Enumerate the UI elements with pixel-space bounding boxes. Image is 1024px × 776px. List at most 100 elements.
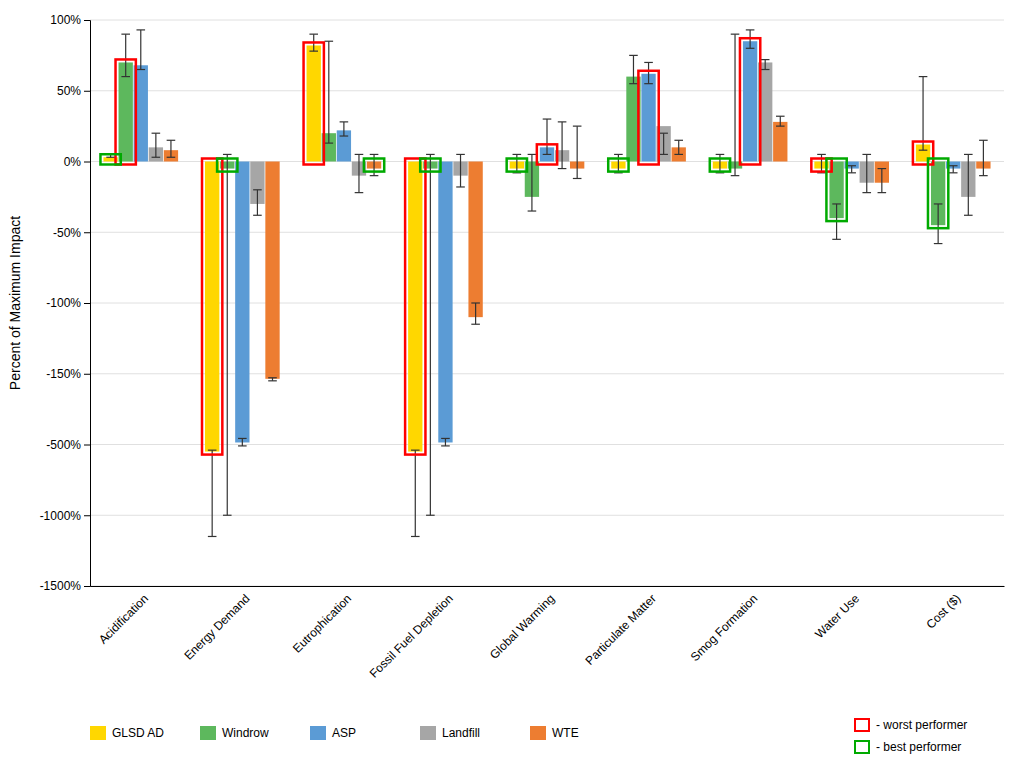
bar (307, 45, 321, 161)
highlight-outline (420, 159, 440, 172)
legend-label: - worst performer (876, 718, 967, 732)
grid-line (90, 515, 1004, 516)
error-bar (531, 154, 532, 211)
error-bar (415, 450, 416, 536)
error-cap (238, 438, 247, 439)
error-bar (866, 154, 867, 192)
y-tick-mark (84, 232, 90, 233)
y-tick: -50% (53, 226, 90, 240)
error-cap (325, 143, 334, 144)
error-cap (674, 154, 683, 155)
error-cap (136, 29, 145, 30)
error-cap (862, 154, 871, 155)
y-axis-title: Percent of Maximum Impact (7, 216, 23, 390)
error-cap (426, 515, 435, 516)
bar (119, 62, 133, 161)
error-bar (881, 169, 882, 193)
error-cap (629, 55, 638, 56)
highlight-outline (116, 59, 136, 164)
y-tick-label: 50% (57, 84, 81, 98)
error-bar (633, 55, 634, 83)
error-cap (208, 450, 217, 451)
y-tick-mark (84, 445, 90, 446)
error-bar (475, 303, 476, 324)
error-bar (618, 154, 619, 172)
error-cap (573, 178, 582, 179)
legend-label: Windrow (222, 726, 269, 740)
y-tick-label: -100% (46, 296, 81, 310)
highlight (116, 38, 934, 454)
error-bar (968, 154, 969, 215)
error-cap (934, 243, 943, 244)
error-cap (847, 172, 856, 173)
error-cap (776, 116, 785, 117)
error-bar (212, 450, 213, 536)
error-cap (761, 59, 770, 60)
marks (100, 30, 990, 537)
error-cap (761, 69, 770, 70)
error-cap (979, 140, 988, 141)
legend-label: - best performer (876, 740, 961, 754)
error-cap (949, 165, 958, 166)
highlight-outline (638, 71, 658, 165)
error-cap (964, 215, 973, 216)
error-bars (106, 34, 927, 536)
bar (235, 162, 249, 443)
highlight-outline (100, 154, 120, 164)
x-tick-label: Acidification (96, 592, 151, 647)
legend-item: ASP (310, 726, 356, 740)
bar (438, 162, 452, 443)
error-bar (780, 116, 781, 126)
highlight-outline (405, 159, 425, 455)
error-cap (964, 154, 973, 155)
error-cap (309, 51, 318, 52)
error-bar (648, 62, 649, 83)
error-cap (268, 380, 277, 381)
error-cap (355, 154, 364, 155)
legend: GLSD ADWindrowASPLandfillWTE (90, 726, 579, 740)
plot: 100%50%0%-50%-100%-150%-500%-1000%-1500%… (7, 13, 1005, 754)
legend-swatch (90, 726, 106, 740)
x-tick: Eutrophication (290, 592, 354, 656)
error-cap (558, 121, 567, 122)
y-tick: 100% (50, 13, 90, 27)
legend-label: GLSD AD (112, 726, 164, 740)
series (134, 41, 961, 442)
legend-item: - best performer (855, 740, 961, 754)
error-cap (441, 445, 450, 446)
error-cap (862, 192, 871, 193)
error-cap (121, 76, 130, 77)
error-cap (355, 192, 364, 193)
bar (205, 162, 219, 452)
error-cap (513, 154, 522, 155)
y-tick-mark (84, 20, 90, 21)
error-bar (851, 166, 852, 173)
error-cap (949, 172, 958, 173)
error-cap (543, 154, 552, 155)
legend-swatch (855, 719, 869, 731)
error-cap (674, 140, 683, 141)
x-tick-label: Fossil Fuel Depletion (367, 592, 456, 681)
highlight-outline (364, 159, 384, 172)
x-tick-label: Particulate Matter (582, 592, 658, 668)
error-bar (460, 154, 461, 187)
error-bar (125, 34, 126, 76)
y-tick: -100% (46, 296, 90, 310)
error-cap (817, 154, 826, 155)
highlight-outline (507, 159, 527, 172)
error-bar (242, 438, 243, 445)
error-bars (136, 30, 957, 446)
error-bar (734, 34, 735, 176)
error-cap (847, 165, 856, 166)
error-cap (238, 445, 247, 446)
error-cap (253, 189, 262, 190)
y-tick-label: 100% (50, 13, 81, 27)
error-bar (445, 438, 446, 445)
error-cap (878, 192, 887, 193)
error-cap (441, 438, 450, 439)
y-tick-mark (84, 515, 90, 516)
error-cap (370, 154, 379, 155)
error-bar (678, 140, 679, 154)
error-cap (456, 154, 465, 155)
bar (743, 41, 757, 161)
